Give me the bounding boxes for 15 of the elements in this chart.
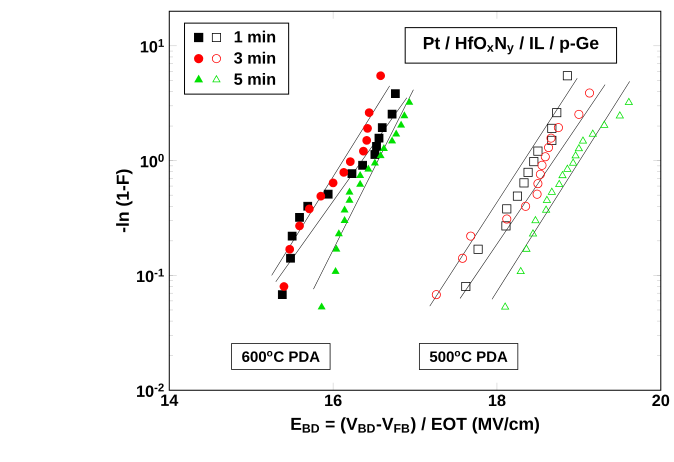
x-tick-label: 16: [325, 394, 342, 406]
legend-label: 1 min: [234, 30, 276, 42]
y-tick-label: 10$^{0}$: [140, 154, 164, 168]
annotation: Pt / HfO$_{x}$N$_{y}$ / IL / p-Ge: [424, 36, 598, 54]
y-axis-title: -ln (1-F): [116, 169, 132, 232]
x-tick-label: 18: [488, 394, 506, 406]
annotation: 500$^{o}$C PDA: [430, 350, 508, 362]
legend-label: 3 min: [234, 52, 276, 64]
legend-label: 5 min: [234, 72, 276, 85]
x-axis-title: E$_{BD}$ = (V$_{BD}$-V$_{FB}$) / EOT (MV/cm): [291, 417, 539, 434]
x-tick-label: 20: [652, 394, 670, 406]
x-tick-label: 14: [161, 394, 178, 406]
annotation: 600$^{o}$C PDA: [242, 350, 320, 362]
y-tick-label: 10$^{-1}$: [137, 268, 164, 282]
y-tick-label: 10$^{1}$: [140, 38, 164, 52]
